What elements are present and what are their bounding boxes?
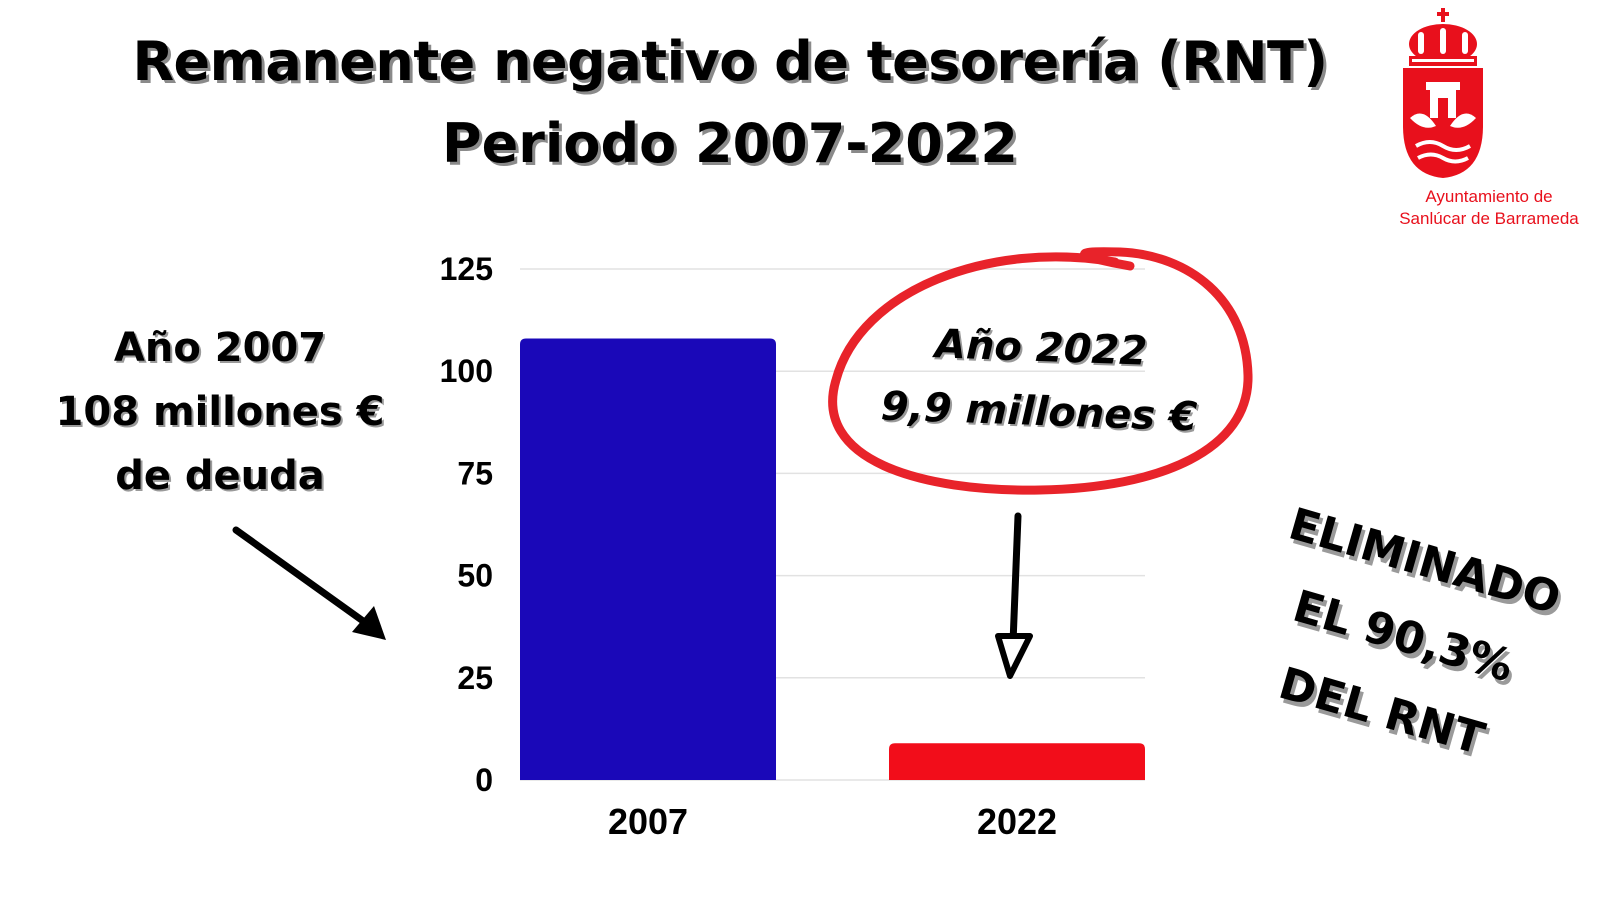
annotation-2007-suffix: de deuda	[115, 453, 325, 499]
highlight-circle	[828, 247, 1253, 495]
y-tick-label: 50	[457, 558, 493, 594]
chart-y-axis: 0 25 50 75 100 125	[440, 251, 493, 798]
y-tick-label: 100	[440, 353, 493, 389]
page-title: Remanente negativo de tesorería (RNT)	[132, 30, 1328, 93]
chart-x-axis: 2007 2022	[608, 801, 1057, 842]
annotation-2007-amount: 108 millones €	[55, 389, 385, 435]
page-subtitle: Periodo 2007-2022	[442, 112, 1018, 175]
logo-text-line2: Sanlúcar de Barrameda	[1399, 209, 1579, 228]
arrow-icon	[232, 526, 386, 640]
y-tick-label: 125	[440, 251, 493, 287]
annotation-2007: Año 2007 108 millones € de deuda	[30, 316, 410, 508]
annotation-2007-year: Año 2007	[113, 325, 327, 371]
x-tick-label: 2007	[608, 801, 688, 842]
chart-bars	[520, 338, 1145, 780]
bar-2022	[889, 743, 1145, 780]
y-tick-label: 75	[457, 455, 493, 491]
x-tick-label: 2022	[977, 801, 1057, 842]
down-arrow-icon	[995, 512, 1033, 679]
y-tick-label: 25	[457, 660, 493, 696]
bar-2007	[520, 338, 776, 780]
logo-text-line1: Ayuntamiento de	[1425, 187, 1553, 206]
y-tick-label: 0	[475, 762, 493, 798]
coat-of-arms-logo	[1403, 8, 1483, 178]
